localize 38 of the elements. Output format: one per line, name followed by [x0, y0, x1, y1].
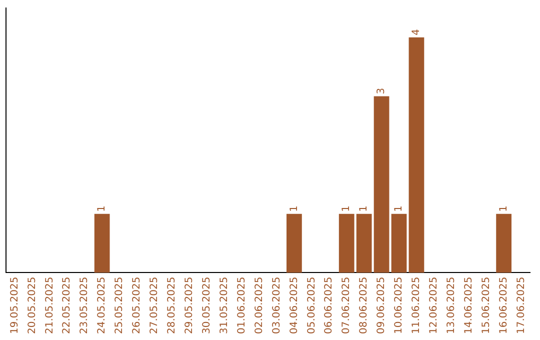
- x-tick-label: 06.06.2025: [324, 276, 335, 334]
- x-tick-label: 29.05.2025: [184, 276, 195, 334]
- x-tick-label: 10.06.2025: [394, 276, 405, 334]
- x-tick-label: 05.06.2025: [306, 276, 318, 334]
- x-tick-label: 28.05.2025: [166, 276, 178, 334]
- data-label: 1: [394, 206, 405, 212]
- x-tick-label: 13.06.2025: [446, 276, 457, 334]
- x-tick-label: 27.05.2025: [149, 276, 160, 334]
- x-tick-label: 26.05.2025: [132, 276, 143, 334]
- x-tick-label: 01.06.2025: [236, 276, 248, 334]
- x-tick-label: 25.05.2025: [114, 276, 126, 334]
- data-label: 1: [498, 206, 510, 212]
- x-tick-label: 16.06.2025: [498, 276, 510, 334]
- data-label: 1: [288, 206, 300, 212]
- data-label: 1: [341, 206, 352, 212]
- x-tick-label: 23.05.2025: [79, 276, 90, 334]
- x-tick-label: 08.06.2025: [358, 276, 370, 334]
- data-label: 1: [358, 206, 370, 212]
- x-tick-label: 14.06.2025: [463, 276, 474, 334]
- x-tick-label: 17.06.2025: [516, 276, 527, 334]
- x-tick-label: 24.05.2025: [96, 276, 108, 334]
- x-tick-label: 04.06.2025: [288, 276, 300, 334]
- x-tick-label: 03.06.2025: [271, 276, 282, 334]
- x-tick-label: 31.05.2025: [218, 276, 230, 334]
- x-tick-label: 20.05.2025: [26, 276, 38, 334]
- x-tick-label: 15.06.2025: [480, 276, 492, 334]
- x-tick-label: 11.06.2025: [411, 276, 422, 334]
- x-tick-label: 07.06.2025: [341, 276, 352, 334]
- x-tick-label: 12.06.2025: [428, 276, 440, 334]
- x-tick-label: 21.05.2025: [44, 276, 56, 334]
- x-tick-label: 19.05.2025: [9, 276, 20, 334]
- x-tick-label: 02.06.2025: [254, 276, 265, 334]
- data-label: 4: [411, 29, 422, 36]
- x-tick-label: 30.05.2025: [201, 276, 212, 334]
- data-label: 3: [376, 88, 388, 94]
- x-tick-label: 09.06.2025: [376, 276, 388, 334]
- data-label: 1: [96, 206, 108, 212]
- x-tick-label: 22.05.2025: [62, 276, 73, 334]
